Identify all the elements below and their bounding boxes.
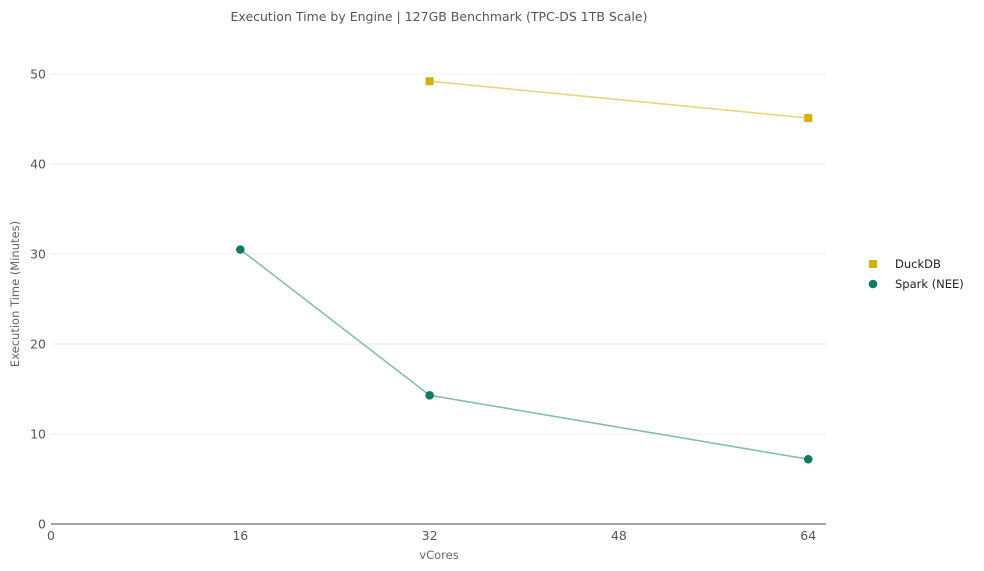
data-point-spark-nee: [425, 391, 434, 400]
y-tick-label: 20: [30, 337, 46, 352]
y-axis-label: Execution Time (Minutes): [8, 221, 22, 367]
y-tick-label: 50: [30, 67, 46, 82]
x-tick-label: 0: [47, 528, 55, 543]
x-tick-label: 16: [232, 528, 248, 543]
x-axis-label: vCores: [419, 548, 458, 562]
chart-title: Execution Time by Engine | 127GB Benchma…: [231, 9, 648, 24]
y-tick-label: 30: [30, 247, 46, 262]
y-tick-label: 40: [30, 157, 46, 172]
x-tick-label: 32: [422, 528, 438, 543]
legend-label-spark-nee: Spark (NEE): [895, 277, 964, 291]
series-line-duckdb: [429, 80, 809, 119]
x-tick-label: 64: [800, 528, 816, 543]
legend-marker-duckdb: [869, 260, 877, 268]
gridlines: [51, 73, 826, 435]
legend-marker-spark-nee: [868, 279, 878, 289]
data-point-duckdb: [425, 77, 434, 86]
legend-label-duckdb: DuckDB: [895, 257, 941, 271]
legend: DuckDB Spark (NEE): [868, 257, 964, 291]
data-point-spark-nee: [236, 245, 245, 254]
y-tick-label: 0: [38, 517, 46, 532]
x-tick-label: 48: [611, 528, 627, 543]
data-point-duckdb: [804, 114, 813, 123]
y-tick-label: 10: [30, 427, 46, 442]
data-point-spark-nee: [803, 454, 813, 464]
y-tick-labels: 0 10 20 30 40 50: [30, 67, 46, 532]
series-line-spark-nee: [239, 248, 809, 460]
series-layer: [236, 77, 813, 464]
x-tick-labels: 0 16 32 48 64: [47, 528, 816, 543]
